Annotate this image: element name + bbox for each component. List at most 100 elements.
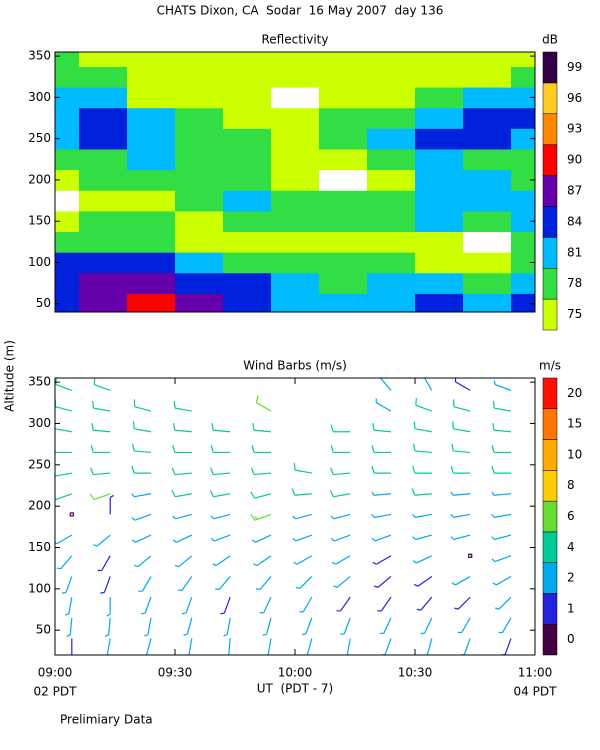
cell	[367, 52, 416, 67]
cell	[55, 190, 80, 212]
wind-barb	[64, 597, 73, 616]
wind-barb	[333, 575, 351, 588]
wind-barb	[55, 378, 73, 391]
wind-barb	[453, 399, 471, 412]
wind-barb	[371, 513, 392, 518]
wind-barb	[172, 513, 192, 520]
wind-barb	[494, 596, 512, 610]
x-tick-label: 09:30	[158, 666, 193, 680]
cell	[415, 148, 464, 171]
wind-barb	[209, 489, 231, 498]
y-tick-label: 350	[28, 375, 51, 389]
wind-barb	[228, 638, 231, 655]
cell	[223, 231, 272, 253]
cell	[367, 231, 416, 253]
cell	[79, 252, 128, 274]
cell	[271, 148, 320, 171]
wind-barb	[450, 465, 471, 474]
cell	[127, 66, 176, 88]
wind-barb	[377, 596, 392, 612]
cell	[319, 148, 368, 171]
cell	[271, 128, 320, 150]
cell	[55, 52, 80, 67]
colorbar-box	[542, 531, 558, 563]
cell	[55, 272, 80, 294]
cell	[415, 128, 464, 150]
cell	[271, 87, 320, 109]
colorbar-box	[542, 206, 558, 238]
wind-barb	[498, 617, 512, 634]
wind-barb	[379, 617, 392, 635]
colorbar-box	[542, 175, 558, 207]
cell	[127, 169, 176, 191]
wind-barb	[251, 445, 271, 454]
cell	[415, 190, 464, 212]
y-tick-label: 200	[28, 172, 51, 186]
cell	[175, 148, 224, 171]
cell	[79, 190, 128, 212]
cell	[55, 252, 80, 274]
x-tick-label: 11:00	[518, 666, 553, 680]
cell	[175, 52, 224, 67]
colorbar-box	[542, 470, 558, 502]
cell	[175, 128, 224, 150]
cell	[271, 66, 320, 88]
wind-barb	[415, 397, 433, 412]
cell	[175, 66, 224, 88]
cell	[367, 272, 416, 294]
wind-barb	[372, 555, 392, 565]
cell	[367, 190, 416, 212]
wind-barb	[330, 513, 351, 520]
cell	[79, 169, 128, 191]
wind-barb	[56, 555, 73, 570]
cell	[511, 52, 535, 67]
wind-barb	[491, 534, 512, 541]
colorbar-box	[542, 593, 558, 625]
cell	[55, 293, 80, 312]
wind-barb	[252, 423, 272, 433]
cell	[463, 107, 512, 129]
cell	[175, 231, 224, 253]
wind-barb	[104, 617, 111, 637]
y-tick-label: 100	[28, 581, 51, 595]
cell	[511, 293, 535, 312]
cell	[223, 169, 272, 191]
cell	[367, 87, 416, 109]
colorbar-label: 96	[567, 91, 582, 105]
colorbar-label: 84	[567, 214, 582, 228]
cell	[271, 107, 320, 129]
wind-barb	[454, 378, 471, 391]
wind-barb	[373, 575, 392, 588]
cell	[511, 272, 535, 294]
wind-barb	[250, 467, 272, 476]
cell	[511, 190, 535, 212]
wind-barb	[91, 423, 111, 433]
cell	[463, 252, 512, 274]
wind-barb	[210, 534, 231, 542]
wind-barb	[266, 638, 272, 655]
y-tick-label: 300	[28, 416, 51, 430]
cell	[367, 148, 416, 171]
wind-barb	[330, 424, 351, 433]
colorbar-box	[542, 267, 558, 300]
wind-barb	[106, 638, 111, 655]
cell	[271, 252, 320, 274]
wind-barb	[301, 617, 313, 636]
colorbar-label: 15	[567, 417, 582, 431]
wind-barb	[133, 399, 152, 412]
wind-barb	[299, 596, 313, 613]
cell	[127, 148, 176, 171]
wind-barb	[491, 491, 512, 496]
cell	[319, 210, 368, 233]
cell	[223, 148, 272, 171]
wind-barb	[133, 555, 152, 568]
wind-barb	[295, 576, 313, 590]
colorbar-box	[542, 113, 558, 145]
wind-barb	[413, 575, 433, 587]
cell	[415, 210, 464, 233]
wind-barb	[171, 467, 192, 476]
y-tick-label: 150	[28, 214, 51, 228]
wind-barb	[211, 423, 231, 433]
page-title: CHATS Dixon, CA Sodar 16 May 2007 day 13…	[157, 4, 444, 18]
colorbar-box	[542, 298, 558, 331]
